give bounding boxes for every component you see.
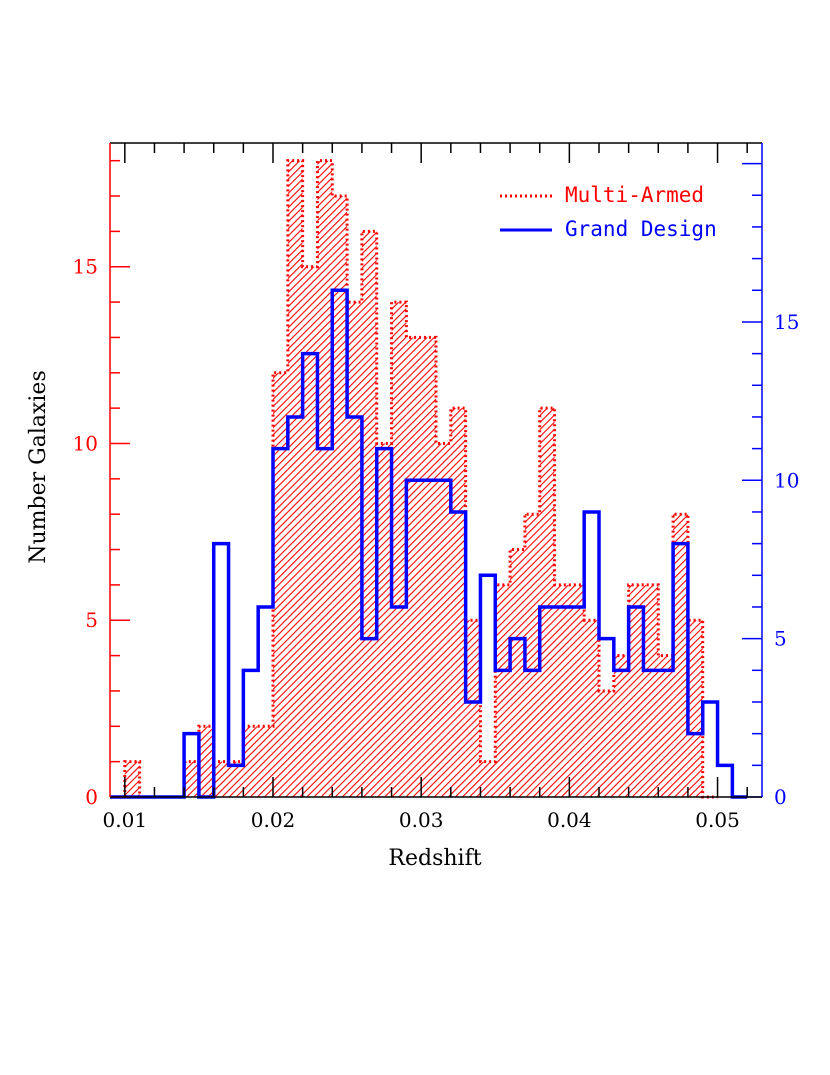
multi-armed-bar [643,584,659,797]
y-right-tick-label: 10 [774,468,799,492]
multi-armed-bar [317,160,333,798]
x-axis-title: Redshift [388,846,481,871]
multi-armed-bar [436,443,451,797]
multi-armed-bar [421,337,436,797]
histogram-steps-layer [110,159,748,799]
multi-armed-bar [554,584,570,797]
y-axis-title: Number Galaxies [26,370,51,564]
y-left-tick-label: 15 [73,255,98,279]
multi-armed-bar [184,761,199,797]
x-tick-label: 0.05 [695,808,740,832]
y-right-tick-label: 15 [774,310,799,334]
multi-armed-bar [213,761,229,797]
multi-armed-bar [347,302,362,797]
axis-ticks-layer [110,143,762,798]
multi-armed-bar [243,726,259,797]
multi-armed-bar [391,302,407,797]
legend-label-grand-design: Grand Design [565,217,717,241]
y-right-tick-label: 0 [774,785,787,809]
multi-armed-bar [332,196,348,797]
tick-labels-layer: 0.01 0.02 0.03 0.04 0.05 0 5 10 15 0 5 10 15 [73,255,800,832]
grand-design-line [110,288,748,799]
legend: Multi-Armed Grand Design [500,183,717,241]
y-left-tick-label: 10 [73,431,98,455]
multi-armed-bar [687,620,703,797]
multi-armed-bar [569,584,585,797]
multi-armed-bar [584,620,599,797]
x-tick-label: 0.03 [399,808,444,832]
multi-armed-bar [465,620,481,797]
x-tick-label: 0.02 [251,808,296,832]
multi-armed-bar [228,761,244,797]
y-right-tick-label: 5 [774,627,787,651]
x-tick-label: 0.01 [103,808,148,832]
multi-armed-bar [673,514,688,797]
multi-armed-bar [495,584,511,797]
multi-armed-bar [376,443,392,797]
multi-armed-bar [524,514,540,797]
multi-armed-bar [628,584,644,797]
multi-armed-bar [302,266,318,797]
y-left-tick-label: 5 [85,608,98,632]
multi-armed-bar [198,726,214,797]
x-tick-label: 0.04 [547,808,592,832]
multi-armed-bar [658,655,674,797]
plot-frame [109,142,763,798]
legend-label-multi-armed: Multi-Armed [565,183,704,207]
multi-armed-bar [613,655,629,797]
multi-armed-bar [406,337,422,797]
multi-armed-bar [273,372,288,797]
multi-armed-bar [450,408,466,797]
multi-armed-bar [361,231,377,798]
multi-armed-bar [539,408,555,797]
multi-armed-bar [258,726,273,797]
multi-armed-bar [510,549,525,797]
multi-armed-fill-layer [124,160,703,798]
y-left-tick-label: 0 [85,785,98,809]
multi-armed-bar [124,761,140,797]
multi-armed-bar [287,160,303,798]
multi-armed-bar [480,761,496,797]
multi-armed-bar [599,690,614,797]
